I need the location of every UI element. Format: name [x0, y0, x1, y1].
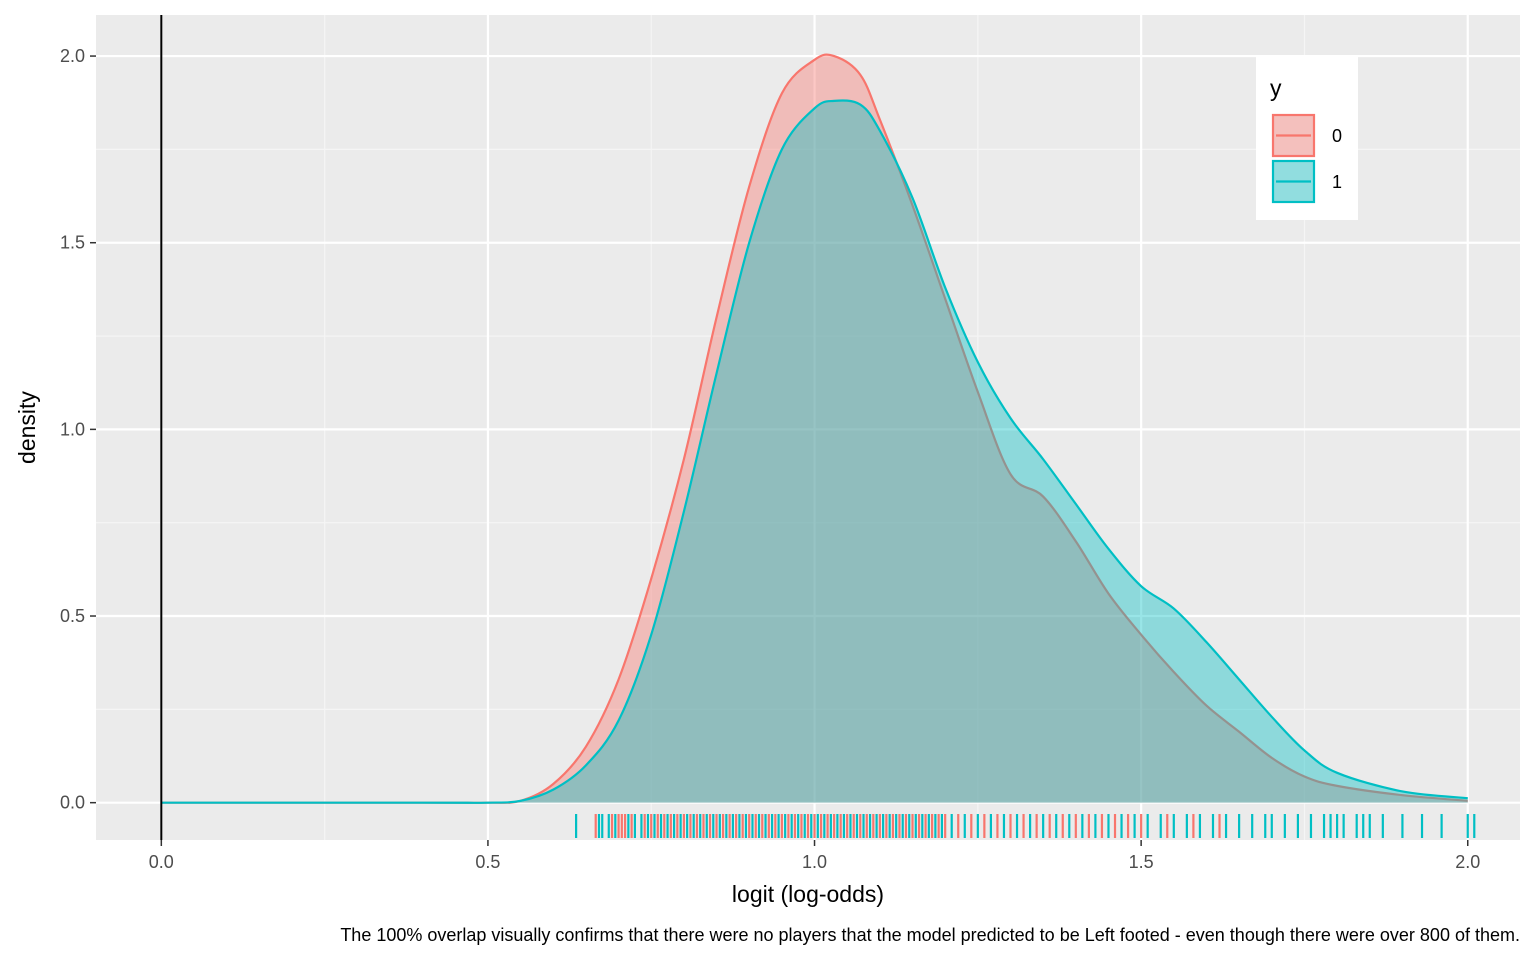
- x-tick-label: 1.0: [802, 852, 827, 872]
- x-axis-ticks: 0.0 0.5 1.0 1.5 2.0: [149, 840, 1480, 872]
- y-axis-title: density: [14, 391, 40, 464]
- y-tick-label: 2.0: [60, 46, 85, 66]
- legend-title: y: [1270, 75, 1282, 101]
- legend-items: 01: [1271, 113, 1342, 204]
- density-line-1: [161, 99, 1468, 804]
- legend: y 01: [1256, 57, 1358, 220]
- y-tick-label: 0.0: [60, 793, 85, 813]
- legend-label-1: 1: [1332, 172, 1342, 192]
- caption: The 100% overlap visually confirms that …: [340, 925, 1520, 945]
- y-axis-ticks: 0.0 0.5 1.0 1.5 2.0: [60, 46, 96, 813]
- rug-marks: [575, 814, 1476, 838]
- x-axis-title: logit (log-odds): [732, 881, 884, 907]
- x-tick-label: 2.0: [1455, 852, 1480, 872]
- density-area-0: [161, 54, 1468, 803]
- x-tick-label: 0.0: [149, 852, 174, 872]
- x-tick-label: 1.5: [1129, 852, 1154, 872]
- density-line-0: [161, 53, 1468, 804]
- y-tick-label: 1.5: [60, 233, 85, 253]
- density-areas: [161, 53, 1468, 804]
- x-tick-label: 0.5: [475, 852, 500, 872]
- density-area-1: [161, 100, 1468, 803]
- y-tick-label: 0.5: [60, 606, 85, 626]
- legend-label-0: 0: [1332, 126, 1342, 146]
- y-tick-label: 1.0: [60, 419, 85, 439]
